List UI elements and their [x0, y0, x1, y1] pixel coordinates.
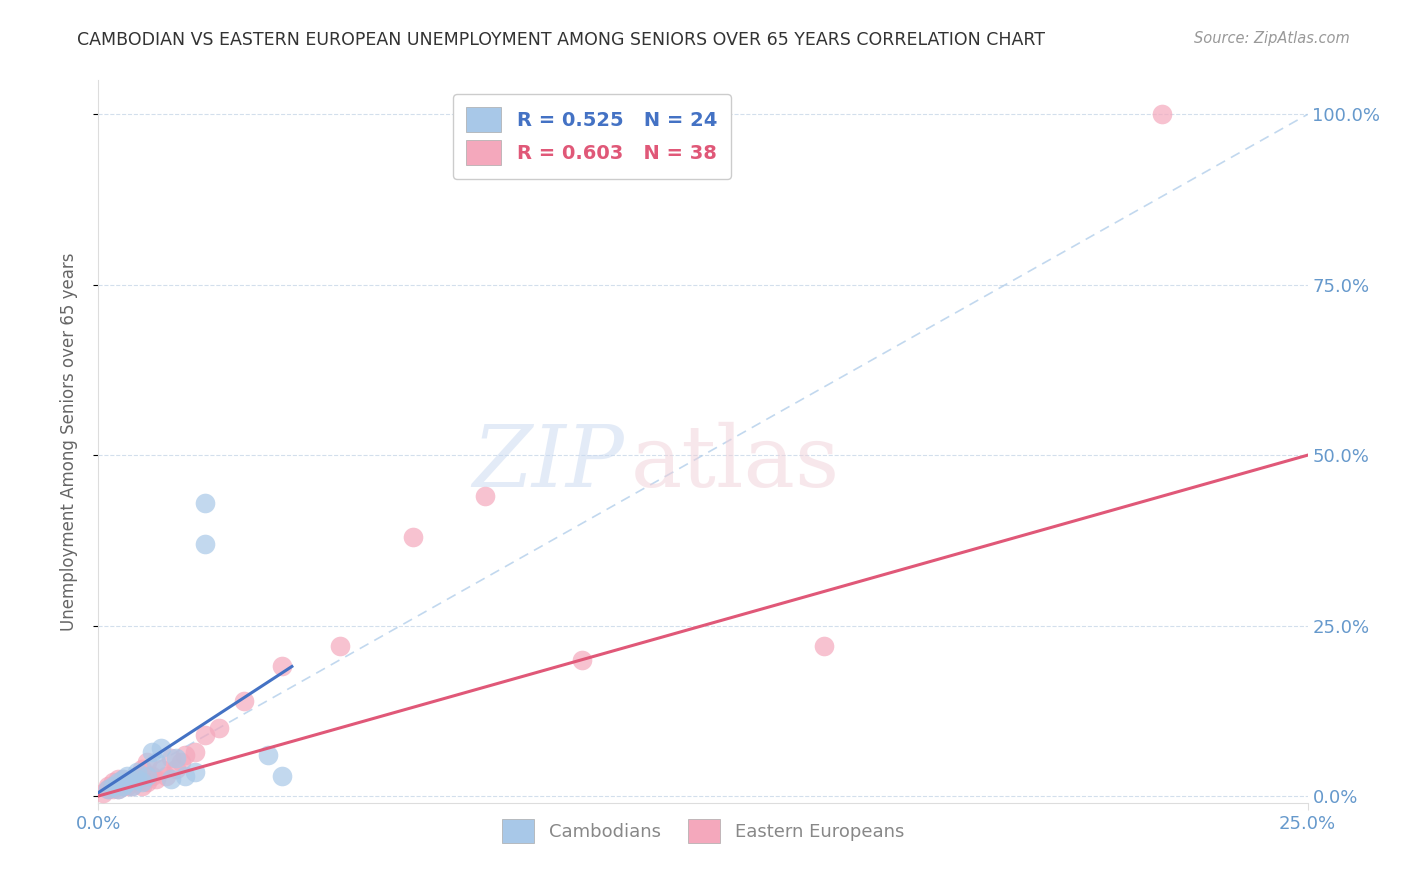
Point	[91, 786, 114, 800]
Point	[169, 755, 191, 769]
Point	[131, 779, 153, 793]
Point	[155, 768, 177, 782]
Text: ZIP: ZIP	[472, 422, 624, 505]
Point	[97, 782, 120, 797]
Point	[117, 775, 139, 789]
Point	[141, 768, 163, 782]
Point	[127, 775, 149, 789]
Point	[135, 768, 157, 782]
Point	[101, 782, 124, 797]
Point	[127, 768, 149, 782]
Point	[97, 779, 120, 793]
Point	[194, 728, 217, 742]
Point	[813, 639, 835, 653]
Point	[97, 782, 120, 797]
Point	[107, 782, 129, 797]
Point	[111, 772, 134, 786]
Point	[145, 755, 167, 769]
Point	[271, 659, 294, 673]
Point	[141, 745, 163, 759]
Point	[131, 775, 153, 789]
Point	[165, 751, 187, 765]
Point	[232, 693, 254, 707]
Point	[111, 772, 134, 786]
Point	[135, 755, 157, 769]
Point	[127, 765, 149, 780]
Point	[117, 775, 139, 789]
Point	[208, 721, 231, 735]
Point	[184, 745, 207, 759]
Point	[111, 779, 134, 793]
Point	[131, 762, 153, 776]
Point	[121, 779, 143, 793]
Point	[121, 772, 143, 786]
Text: CAMBODIAN VS EASTERN EUROPEAN UNEMPLOYMENT AMONG SENIORS OVER 65 YEARS CORRELATI: CAMBODIAN VS EASTERN EUROPEAN UNEMPLOYME…	[77, 31, 1045, 49]
Point	[107, 782, 129, 797]
Text: atlas: atlas	[630, 422, 839, 505]
Point	[571, 653, 593, 667]
Point	[194, 537, 217, 551]
Point	[101, 775, 124, 789]
Point	[107, 772, 129, 786]
Point	[127, 772, 149, 786]
Point	[184, 765, 207, 780]
Point	[329, 639, 352, 653]
Point	[1152, 107, 1174, 121]
Point	[107, 775, 129, 789]
Point	[174, 748, 197, 763]
Point	[150, 762, 173, 776]
Point	[256, 748, 278, 763]
Y-axis label: Unemployment Among Seniors over 65 years: Unemployment Among Seniors over 65 years	[59, 252, 77, 631]
Point	[101, 779, 124, 793]
Point	[194, 496, 217, 510]
Text: Source: ZipAtlas.com: Source: ZipAtlas.com	[1194, 31, 1350, 46]
Point	[150, 741, 173, 756]
Point	[160, 772, 183, 786]
Point	[160, 751, 183, 765]
Point	[271, 768, 294, 782]
Point	[402, 530, 425, 544]
Point	[117, 779, 139, 793]
Point	[111, 779, 134, 793]
Legend: Cambodians, Eastern Europeans: Cambodians, Eastern Europeans	[489, 806, 917, 855]
Point	[145, 772, 167, 786]
Point	[174, 768, 197, 782]
Point	[121, 779, 143, 793]
Point	[474, 489, 496, 503]
Point	[135, 775, 157, 789]
Point	[117, 768, 139, 782]
Point	[165, 762, 187, 776]
